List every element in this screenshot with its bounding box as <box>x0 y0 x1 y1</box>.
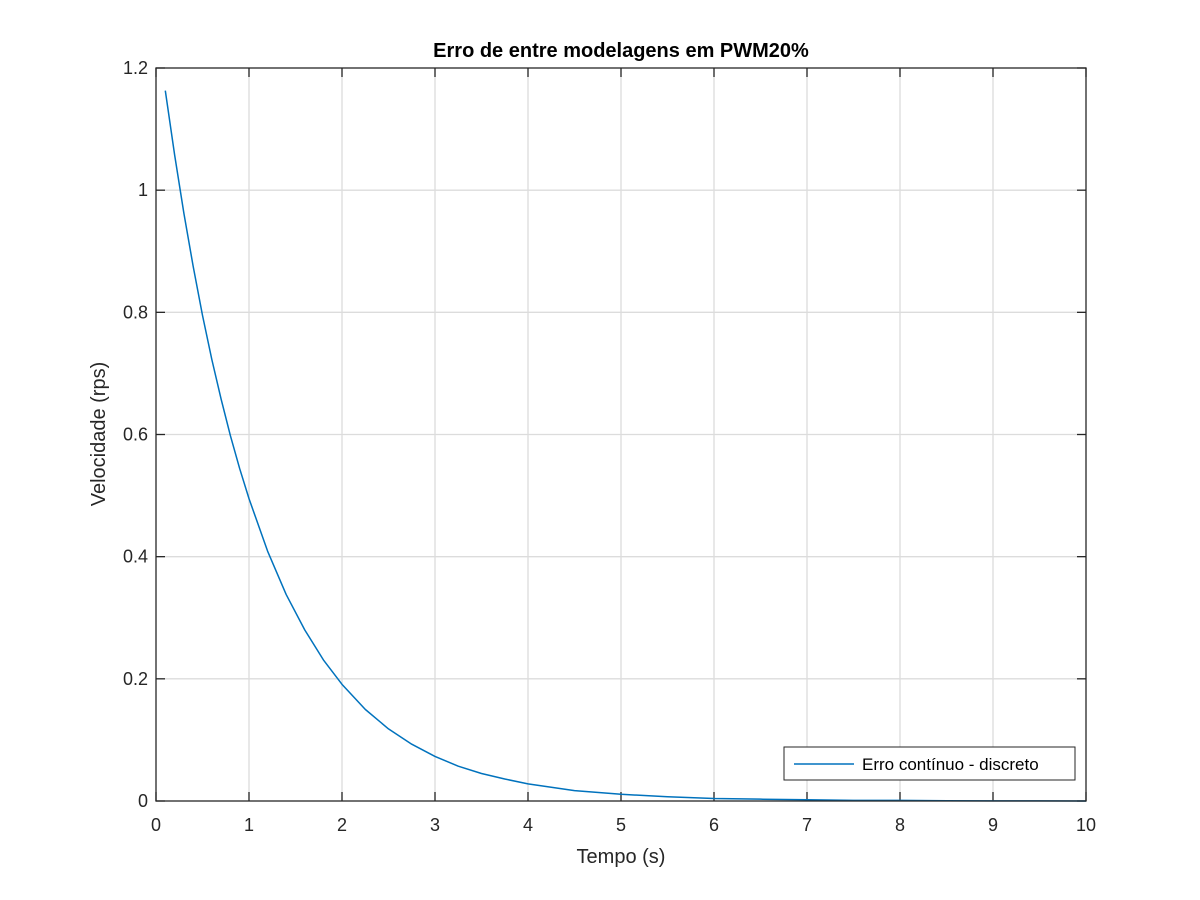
y-tick-label: 0.6 <box>123 425 148 445</box>
y-tick-label: 0.8 <box>123 302 148 322</box>
y-tick-label: 0 <box>138 791 148 811</box>
y-axis-label: Velocidade (rps) <box>88 362 110 507</box>
x-tick-label: 7 <box>802 815 812 835</box>
x-tick-label: 3 <box>430 815 440 835</box>
series-line-0 <box>164 90 1087 802</box>
x-tick-label: 2 <box>337 815 347 835</box>
x-tick-label: 1 <box>244 815 254 835</box>
x-tick-label: 0 <box>151 815 161 835</box>
x-tick-label: 10 <box>1076 815 1096 835</box>
y-tick-label: 0.4 <box>123 547 148 567</box>
legend: Erro contínuo - discreto <box>783 746 1076 781</box>
ticks: 0 1 2 3 4 5 6 7 8 9 10 0 0.2 0.4 0.6 0.8 1 1.2 <box>123 58 1096 835</box>
chart-title: Erro de entre modelagens em PWM20% <box>433 40 809 62</box>
x-tick-label: 8 <box>895 815 905 835</box>
x-tick-label: 5 <box>616 815 626 835</box>
x-tick-label: 9 <box>988 815 998 835</box>
x-axis-label: Tempo (s) <box>577 846 666 868</box>
legend-label: Erro contínuo - discreto <box>862 755 1039 774</box>
series-lines <box>164 90 1087 802</box>
grid <box>156 68 1086 801</box>
y-tick-label: 1.2 <box>123 58 148 78</box>
x-tick-label: 4 <box>523 815 533 835</box>
x-tick-label: 6 <box>709 815 719 835</box>
axes-box <box>155 67 1087 802</box>
y-tick-label: 0.2 <box>123 669 148 689</box>
y-tick-label: 1 <box>138 180 148 200</box>
